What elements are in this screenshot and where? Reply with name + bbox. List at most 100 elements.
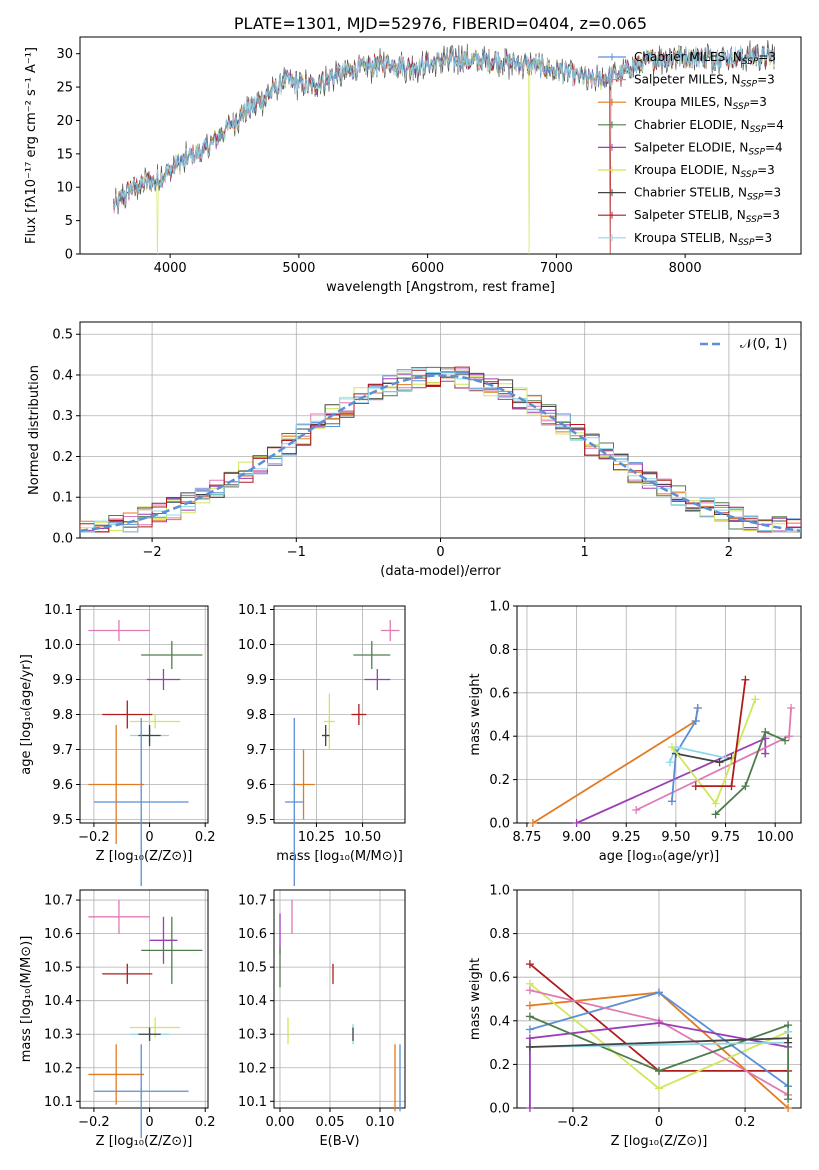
x-tick-label: 9.50 xyxy=(661,830,690,845)
y-tick-label: 9.5 xyxy=(246,813,267,828)
legend-label: Salpeter STELIB, NSSP=3 xyxy=(634,208,780,225)
gaussian-curve xyxy=(79,374,802,533)
y-tick-label: 10.3 xyxy=(44,1028,73,1043)
x-tick-label: −0.2 xyxy=(78,830,110,845)
y-tick-label: 25 xyxy=(56,81,73,96)
y-tick-label: 10.5 xyxy=(44,961,73,976)
plus-marker xyxy=(572,819,581,827)
spectrum-panel: 4000 5000 6000 7000 8000 0 5 10 15 20 25 30 waveleng… xyxy=(24,14,802,295)
plus-marker xyxy=(525,1001,534,1010)
plus-marker xyxy=(693,703,702,712)
y-tick-label: 0.6 xyxy=(489,971,510,986)
y-axis-label: Normed distribution xyxy=(27,365,42,495)
plus-marker xyxy=(655,1084,663,1093)
x-tick-label: 4000 xyxy=(154,261,187,276)
y-tick-label: 0.0 xyxy=(489,1102,510,1117)
x-tick-label: 0 xyxy=(655,1115,663,1130)
plus-marker xyxy=(525,1012,534,1021)
plus-marker xyxy=(528,819,537,827)
y-tick-label: 30 xyxy=(56,47,73,62)
plus-marker xyxy=(655,1066,663,1075)
x-tick-label: 1 xyxy=(581,545,589,560)
y-tick-label: 0.4 xyxy=(489,730,510,745)
plus-marker xyxy=(785,732,794,741)
legend-label: Salpeter ELODIE, NSSP=4 xyxy=(634,140,783,157)
y-tick-label: 0.0 xyxy=(489,817,510,832)
y-tick-label: 10.7 xyxy=(44,894,73,909)
massweight-line-salpeter-elodie xyxy=(529,1022,789,1108)
plus-marker xyxy=(655,988,663,997)
y-tick-label: 10.5 xyxy=(238,961,267,976)
plot-frame xyxy=(273,889,406,1109)
x-tick-label: 0.2 xyxy=(195,1115,216,1130)
plus-marker xyxy=(787,703,796,712)
y-tick-label: 10.2 xyxy=(238,1061,267,1076)
histogram-chabrier-miles xyxy=(80,369,801,533)
x-axis-label: E(B-V) xyxy=(319,1134,359,1149)
spectrum-line-chabrier-miles xyxy=(113,46,776,212)
x-tick-label: 6000 xyxy=(411,261,444,276)
x-tick-label: 0.2 xyxy=(735,1115,756,1130)
y-tick-label: 0.8 xyxy=(489,643,510,658)
legend-label: Chabrier MILES, NSSP=3 xyxy=(634,50,776,67)
y-tick-label: 0.3 xyxy=(52,409,73,424)
x-axis-label: Z [log₁₀(Z/Z⊙)] xyxy=(96,1134,193,1149)
plot-frame xyxy=(273,605,406,824)
y-tick-label: 10.0 xyxy=(238,638,267,653)
y-tick-label: 15 xyxy=(56,147,73,162)
massweight-line-salpeter-elodie xyxy=(576,737,767,824)
x-tick-label: 0 xyxy=(145,830,153,845)
plus-marker xyxy=(525,1042,534,1051)
chart-title: PLATE=1301, MJD=52976, FIBERID=0404, z=0… xyxy=(234,14,647,33)
x-tick-label: 0.05 xyxy=(316,1115,345,1130)
legend-label: Kroupa MILES, NSSP=3 xyxy=(634,95,767,112)
residual-histogram-panel: −2 −1 0 1 2 0.0 0.1 0.2 0.3 0.4 0.5 (data-model)/er… xyxy=(27,321,802,579)
y-tick-label: 10.1 xyxy=(44,1095,73,1110)
x-tick-label: 10.00 xyxy=(757,830,794,845)
plus-marker xyxy=(525,1025,534,1034)
y-axis-label: age [log₁₀(age/yr)] xyxy=(19,654,34,775)
x-tick-label: 9.25 xyxy=(612,830,641,845)
y-tick-label: 0.0 xyxy=(52,532,73,547)
legend-label: Kroupa ELODIE, NSSP=3 xyxy=(634,163,775,180)
x-tick-label: 0 xyxy=(145,1115,153,1130)
x-axis-label: wavelength [Angstrom, rest frame] xyxy=(326,280,555,295)
x-axis-label: (data-model)/error xyxy=(380,564,501,579)
x-tick-label: −0.2 xyxy=(557,1115,589,1130)
plot-frame xyxy=(79,889,209,1109)
x-tick-label: 10.25 xyxy=(298,830,335,845)
plus-marker xyxy=(667,743,676,752)
legend-label: Chabrier ELODIE, NSSP=4 xyxy=(634,118,784,135)
y-tick-label: 9.6 xyxy=(52,778,73,793)
y-tick-label: 9.8 xyxy=(246,708,267,723)
y-tick-label: 9.7 xyxy=(246,743,267,758)
plot-frame xyxy=(79,605,209,824)
x-tick-label: 7000 xyxy=(540,261,573,276)
y-axis-label: mass weight xyxy=(468,958,483,1040)
y-tick-label: 9.9 xyxy=(52,673,73,688)
y-tick-label: 10.0 xyxy=(44,638,73,653)
y-tick-label: 9.5 xyxy=(52,813,73,828)
y-tick-label: 9.9 xyxy=(246,673,267,688)
y-tick-label: 0.2 xyxy=(52,450,73,465)
plus-marker xyxy=(525,1104,534,1112)
x-tick-label: 8000 xyxy=(669,261,702,276)
x-tick-label: −0.2 xyxy=(78,1115,110,1130)
massweight-line-chabrier-miles xyxy=(671,707,699,802)
plus-marker xyxy=(632,805,641,814)
x-tick-label: 0.2 xyxy=(195,830,216,845)
x-tick-label: −2 xyxy=(143,545,162,560)
y-tick-label: 0.2 xyxy=(489,1058,510,1073)
y-axis-label: Flux [fλ10⁻¹⁷ erg cm⁻² s⁻¹ A⁻¹] xyxy=(24,47,39,244)
y-tick-label: 10.4 xyxy=(238,994,267,1009)
x-tick-label: 5000 xyxy=(282,261,315,276)
histogram-kroupa-stelib xyxy=(80,367,801,533)
plus-marker xyxy=(784,1095,793,1104)
y-tick-label: 10.7 xyxy=(238,894,267,909)
age-vs-metallicity-panel: −0.2 0 0.2 9.5 9.6 9.7 9.8 9.9 10.0 10.1 Z [log₁₀(… xyxy=(19,603,216,886)
plus-marker xyxy=(741,675,750,684)
y-tick-label: 10.1 xyxy=(44,603,73,618)
plus-marker xyxy=(525,1034,534,1043)
y-tick-label: 9.8 xyxy=(52,708,73,723)
